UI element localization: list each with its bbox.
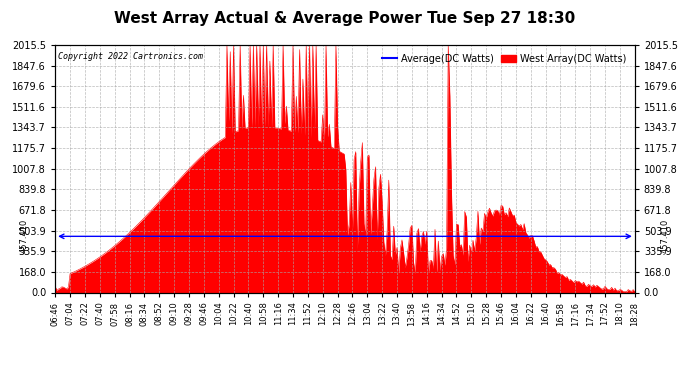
Text: West Array Actual & Average Power Tue Sep 27 18:30: West Array Actual & Average Power Tue Se… bbox=[115, 11, 575, 26]
Text: Copyright 2022 Cartronics.com: Copyright 2022 Cartronics.com bbox=[58, 53, 203, 62]
Text: 457.410: 457.410 bbox=[20, 219, 29, 254]
Legend: Average(DC Watts), West Array(DC Watts): Average(DC Watts), West Array(DC Watts) bbox=[378, 50, 630, 68]
Text: 457.410: 457.410 bbox=[661, 219, 670, 254]
